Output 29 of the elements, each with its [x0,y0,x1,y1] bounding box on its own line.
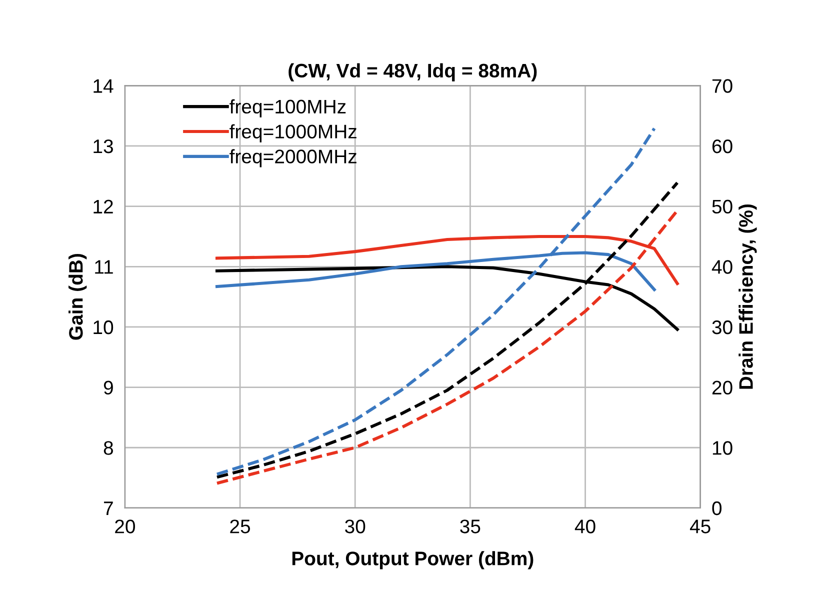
y-tick-label: 11 [95,260,113,274]
x-tick-label: 45 [690,520,710,534]
x-tick-label: 40 [574,520,596,534]
y-tick-label: 10 [94,320,114,334]
y2-tick-label: 70 [712,79,732,93]
y2-tick-label: 50 [712,200,732,214]
x-tick-label: 35 [460,520,480,534]
y-tick-label: 12 [94,200,113,214]
legend-label: freq=100MHz [230,99,346,118]
y2-tick-label: 30 [712,320,732,334]
y2-tick-label: 20 [712,380,732,395]
y-tick-label: 13 [94,139,113,154]
y2-tick-label: 40 [712,260,732,274]
x-tick-label: 30 [345,520,366,534]
x-axis-title: Pout, Output Power (dBm) [292,551,534,570]
y-axis-title: Gain (dB) [68,254,87,340]
y-tick-label: 8 [104,441,113,455]
chart-title: (CW, Vd = 48V, Idq = 88mA) [288,63,537,82]
y2-tick-label: 60 [712,139,732,154]
x-tick-label: 25 [230,520,250,534]
legend-label: freq=2000MHz [230,149,356,168]
legend-label: freq=1000MHz [230,124,356,142]
y2-axis-title: Drain Efficiency, (%) [738,204,757,389]
y2-tick-label: 0 [712,501,722,516]
y-tick-label: 14 [94,79,114,93]
y2-tick-label: 10 [712,441,732,455]
x-tick-label: 20 [115,520,135,534]
y-tick-label: 7 [104,502,113,515]
y-tick-label: 9 [104,380,113,395]
